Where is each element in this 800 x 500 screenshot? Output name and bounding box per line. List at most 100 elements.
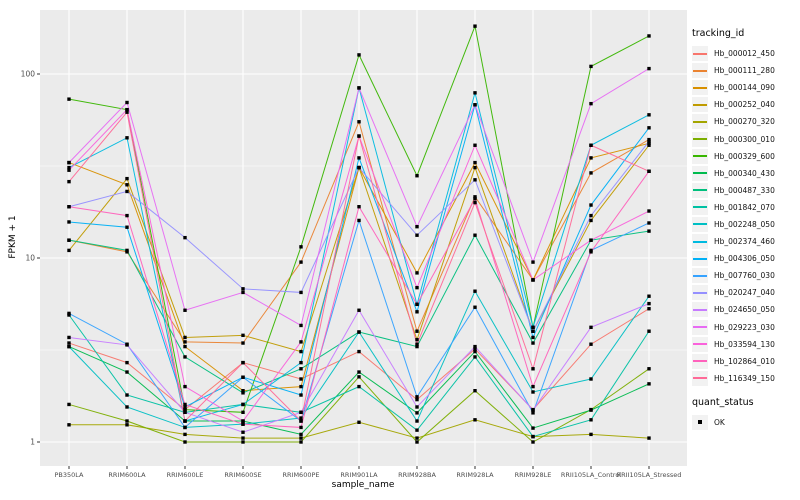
data-point xyxy=(183,405,187,409)
legend-key-swatch xyxy=(692,353,708,369)
data-point xyxy=(589,213,593,218)
legend-item-Hb_002248_050: Hb_002248_050 xyxy=(692,216,798,233)
data-point xyxy=(183,432,187,437)
data-point xyxy=(299,367,303,371)
data-point xyxy=(415,405,419,409)
legend-item-label: Hb_102864_010 xyxy=(714,356,775,366)
data-point xyxy=(241,430,245,434)
legend-item-label: Hb_116349_150 xyxy=(714,373,775,383)
data-point xyxy=(647,137,651,142)
legend-title-tracking-id: tracking_id xyxy=(692,28,745,39)
data-point xyxy=(241,410,245,415)
x-tick-label: RRII105LA_Control xyxy=(561,471,621,479)
data-point xyxy=(357,218,361,223)
data-point xyxy=(647,367,651,371)
data-point xyxy=(125,213,129,218)
data-point xyxy=(473,349,477,354)
legend-item-Hb_000111_280: Hb_000111_280 xyxy=(692,62,798,79)
legend-item-label: Hb_004306_050 xyxy=(714,254,775,264)
data-point xyxy=(415,440,419,444)
data-point xyxy=(357,384,361,389)
data-point xyxy=(589,143,593,147)
data-point xyxy=(183,419,187,423)
legend-line-swatch-icon xyxy=(693,155,707,158)
data-point xyxy=(357,86,361,90)
data-point xyxy=(241,402,245,407)
data-point xyxy=(67,341,71,345)
data-point xyxy=(357,349,361,354)
data-point xyxy=(183,355,187,359)
legend-line-swatch-icon xyxy=(693,103,707,106)
data-point xyxy=(299,416,303,420)
data-point xyxy=(647,436,651,440)
data-point xyxy=(125,225,129,229)
legend-item-label: Hb_000487_330 xyxy=(714,185,775,195)
legend-item-Hb_004306_050: Hb_004306_050 xyxy=(692,250,798,267)
data-point xyxy=(299,377,303,381)
data-point xyxy=(357,156,361,160)
data-point xyxy=(589,64,593,69)
data-point xyxy=(183,425,187,430)
data-point xyxy=(67,344,71,349)
data-point xyxy=(183,335,187,340)
data-point xyxy=(473,289,477,293)
data-point xyxy=(357,205,361,209)
legend-item-Hb_000252_040: Hb_000252_040 xyxy=(692,96,798,113)
legend-line-swatch-icon xyxy=(693,360,707,363)
data-point xyxy=(415,397,419,402)
data-point xyxy=(125,136,129,140)
legend-line-swatch-icon xyxy=(693,172,707,175)
x-tick-label: RRIM901LA xyxy=(340,471,378,479)
legend-key-swatch xyxy=(692,46,708,62)
x-tick-label: RRIM600PE xyxy=(283,471,320,479)
data-point xyxy=(125,189,129,194)
data-point xyxy=(531,434,535,439)
legend-key-swatch xyxy=(692,319,708,335)
data-point xyxy=(647,294,651,298)
legend-key-swatch xyxy=(692,302,708,318)
data-point xyxy=(589,238,593,242)
data-point xyxy=(183,384,187,389)
data-point xyxy=(531,341,535,345)
legend-key-swatch xyxy=(692,182,708,198)
x-axis-title: sample_name xyxy=(331,480,395,490)
legend-line-swatch-icon xyxy=(693,120,707,123)
legend-item-Hb_000340_430: Hb_000340_430 xyxy=(692,165,798,182)
legend-line-swatch-icon xyxy=(693,69,707,72)
data-point xyxy=(241,391,245,395)
legend-item-label: Hb_000012_450 xyxy=(714,49,775,59)
data-point xyxy=(67,311,71,316)
data-point xyxy=(67,160,71,165)
legend-item-Hb_000487_330: Hb_000487_330 xyxy=(692,182,798,199)
data-point xyxy=(589,250,593,254)
legend: tracking_id Hb_000012_450 Hb_000111_280 Hb… xyxy=(692,28,798,431)
data-point xyxy=(357,134,361,138)
data-point xyxy=(125,110,129,114)
data-point xyxy=(647,66,651,71)
data-point xyxy=(473,143,477,147)
data-point xyxy=(531,367,535,371)
data-point xyxy=(415,436,419,440)
data-point xyxy=(67,220,71,224)
data-point xyxy=(415,310,419,314)
data-point xyxy=(589,203,593,207)
data-point xyxy=(67,205,71,209)
legend-key-swatch xyxy=(692,336,708,352)
legend-key-swatch xyxy=(692,97,708,113)
data-point xyxy=(473,305,477,309)
data-point xyxy=(473,418,477,422)
legend-line-swatch-icon xyxy=(693,189,707,192)
data-point xyxy=(299,419,303,423)
legend-key-swatch xyxy=(692,251,708,267)
data-point xyxy=(67,238,71,242)
data-point xyxy=(473,389,477,393)
data-point xyxy=(531,325,535,330)
data-point xyxy=(183,402,187,407)
legend-line-swatch-icon xyxy=(693,86,707,89)
legend-key-swatch xyxy=(692,370,708,386)
data-point xyxy=(473,344,477,349)
data-point xyxy=(473,178,477,182)
legend-line-swatch-icon xyxy=(693,206,707,209)
data-point xyxy=(299,440,303,444)
legend-line-swatch-icon xyxy=(693,52,707,55)
